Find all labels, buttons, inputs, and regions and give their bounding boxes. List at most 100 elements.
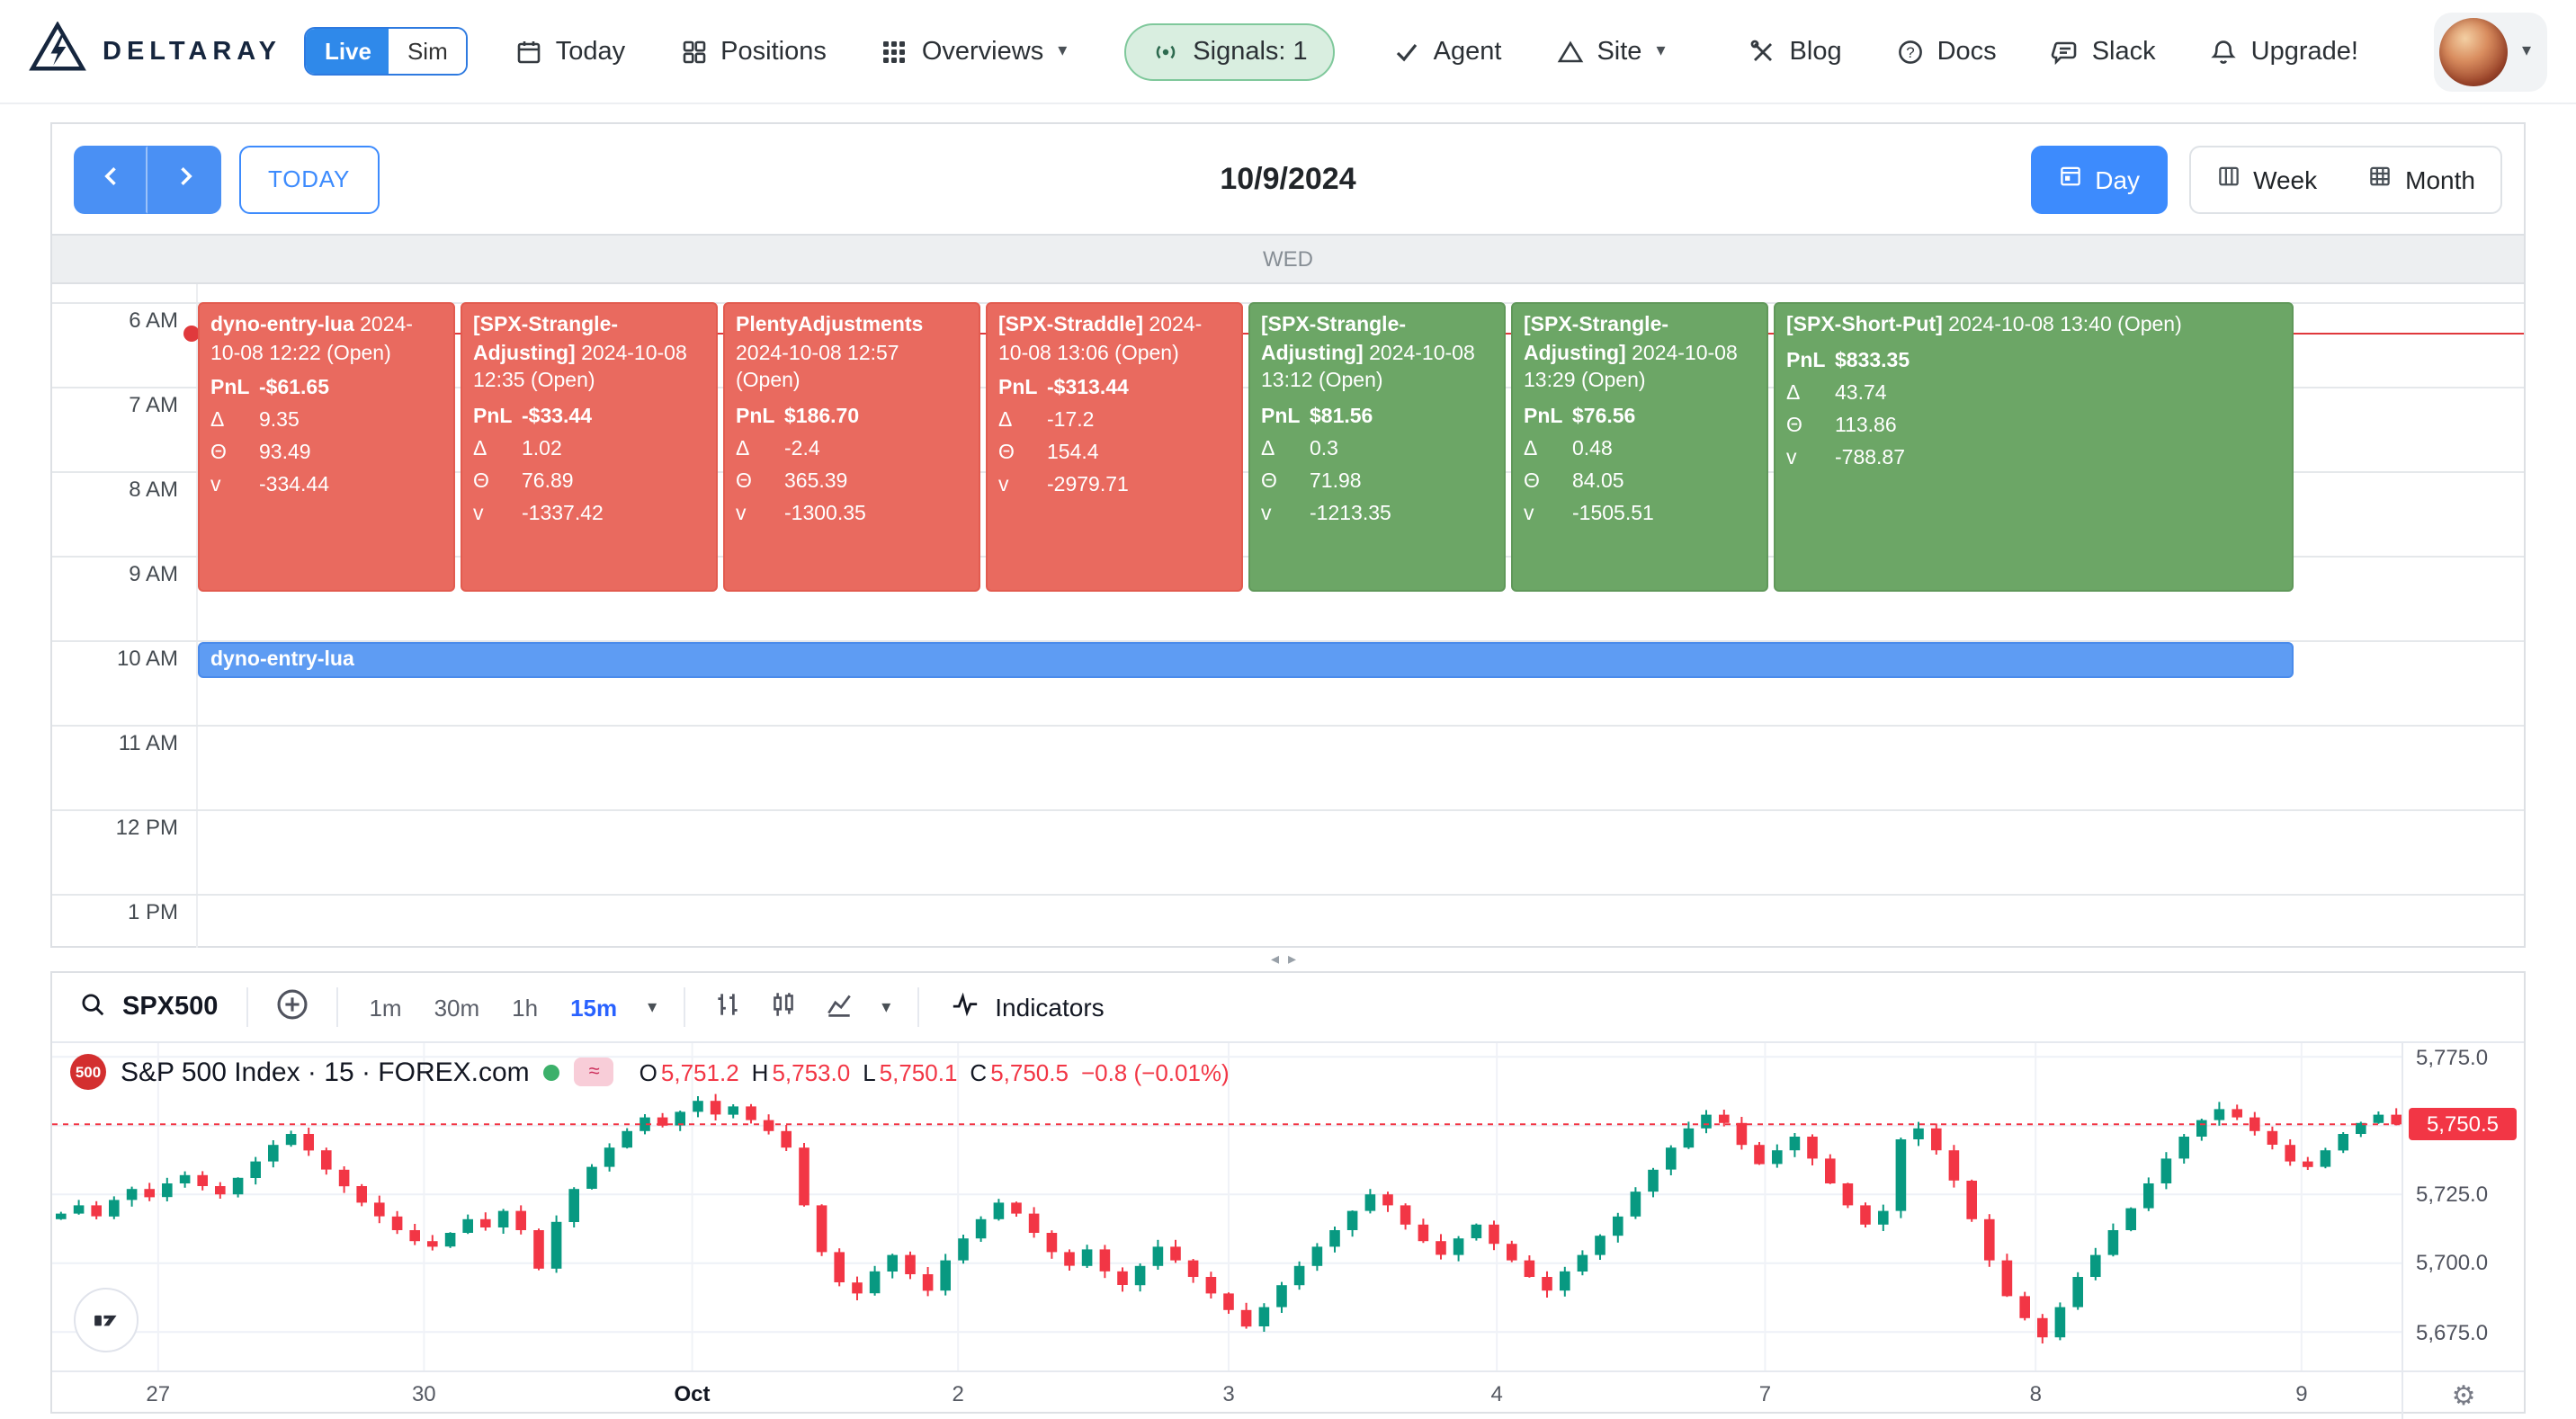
event-bar[interactable]: dyno-entry-lua bbox=[198, 642, 2294, 678]
nav-item-blog[interactable]: Blog bbox=[1749, 37, 1842, 66]
current-price-badge: 5,750.5 bbox=[2409, 1108, 2517, 1141]
calendar-panel: TODAY 10/9/2024 Day Week Month WED bbox=[50, 122, 2526, 948]
x-axis-label: Oct bbox=[674, 1381, 711, 1406]
toolbar-divider bbox=[336, 987, 339, 1027]
bar-style-button[interactable] bbox=[705, 986, 750, 1029]
calendar-time-grid[interactable]: dyno-entry-lua 6 AM 7 AM 8 AM 9 AM 10 AM 11 A… bbox=[52, 284, 2524, 948]
search-icon bbox=[79, 990, 106, 1024]
view-week-button[interactable]: Week bbox=[2188, 145, 2343, 213]
day-view-icon bbox=[2057, 164, 2082, 194]
time-label: 10 AM bbox=[116, 646, 178, 671]
calendar-scroll-control[interactable]: ◂▸ bbox=[0, 950, 2576, 969]
candlestick-plot[interactable]: 500 S&P 500 Index · 15 · FOREX.com ≈ O 5,… bbox=[52, 1043, 2402, 1370]
time-label: 6 AM bbox=[129, 308, 178, 333]
next-day-button[interactable] bbox=[148, 145, 221, 213]
tools-icon bbox=[1749, 37, 1777, 66]
calendar-nav-buttons bbox=[74, 145, 221, 213]
x-axis-label: 8 bbox=[2029, 1381, 2042, 1406]
indicators-button[interactable]: Indicators bbox=[939, 987, 1114, 1027]
month-view-icon bbox=[2367, 164, 2393, 194]
triangle-icon bbox=[1555, 37, 1584, 66]
event-card[interactable]: [SPX-Strangle-Adjusting] 2024-10-08 13:2… bbox=[1511, 302, 1768, 592]
candlestick-style-button[interactable] bbox=[761, 986, 806, 1029]
event-card[interactable]: PlentyAdjustments 2024-10-08 12:57 (Open… bbox=[723, 302, 980, 592]
chevron-down-icon: ▾ bbox=[648, 997, 657, 1017]
gear-icon[interactable]: ⚙ bbox=[2451, 1381, 2476, 1412]
chevron-down-icon: ▾ bbox=[1656, 41, 1666, 61]
symbol-badge: 500 bbox=[70, 1054, 106, 1090]
chevron-down-icon: ▾ bbox=[881, 997, 891, 1017]
x-axis-label: 7 bbox=[1758, 1381, 1772, 1406]
brand[interactable]: DELTARAY Live Sim bbox=[29, 21, 468, 81]
indicators-icon bbox=[950, 989, 980, 1025]
x-axis-label: 9 bbox=[2295, 1381, 2308, 1406]
delayed-data-badge: ≈ bbox=[574, 1058, 614, 1086]
grid-icon bbox=[881, 37, 909, 66]
sim-toggle-button[interactable]: Sim bbox=[389, 29, 466, 74]
event-card[interactable]: [SPX-Short-Put] 2024-10-08 13:40 (Open) P… bbox=[1774, 302, 2294, 592]
time-label: 12 PM bbox=[115, 815, 178, 840]
nav-item-positions[interactable]: Positions bbox=[679, 37, 827, 66]
chevron-down-icon: ▾ bbox=[2521, 41, 2531, 61]
timeframe-menu-button[interactable]: ▾ bbox=[639, 994, 664, 1021]
timeframe-1m-button[interactable]: 1m bbox=[358, 988, 412, 1026]
timeframe-15m-button[interactable]: 15m bbox=[559, 988, 628, 1026]
compare-add-button[interactable] bbox=[268, 984, 317, 1031]
toolbar-divider bbox=[917, 987, 920, 1027]
nav-item-today[interactable]: Today bbox=[514, 37, 625, 66]
time-axis-row: 27 30 Oct 2 3 4 7 8 9 ⚙ bbox=[52, 1370, 2524, 1419]
ohlc-bars-icon bbox=[712, 989, 743, 1025]
price-axis-label: 5,675.0 bbox=[2416, 1319, 2489, 1345]
today-button[interactable]: TODAY bbox=[239, 145, 380, 213]
calendar-icon bbox=[514, 37, 543, 66]
live-toggle-button[interactable]: Live bbox=[306, 29, 389, 74]
nav-item-slack[interactable]: Slack bbox=[2051, 37, 2156, 66]
axis-corner: ⚙ bbox=[2402, 1372, 2524, 1419]
style-menu-button[interactable]: ▾ bbox=[872, 994, 898, 1021]
hour-gridline bbox=[52, 894, 2524, 896]
view-day-button[interactable]: Day bbox=[2030, 145, 2168, 213]
ohlc-readout: O 5,751.2 H 5,753.0 L 5,750.1 C 5,750.5 −0.8… bbox=[639, 1058, 1230, 1085]
tradingview-logo[interactable] bbox=[74, 1288, 139, 1352]
event-card[interactable]: [SPX-Strangle-Adjusting] 2024-10-08 12:3… bbox=[461, 302, 718, 592]
timeframe-1h-button[interactable]: 1h bbox=[501, 988, 549, 1026]
chart-body: 500 S&P 500 Index · 15 · FOREX.com ≈ O 5,… bbox=[52, 1043, 2524, 1370]
event-card[interactable]: [SPX-Straddle] 2024-10-08 13:06 (Open) Pn… bbox=[986, 302, 1243, 592]
time-label: 7 AM bbox=[129, 392, 178, 417]
candlestick-canvas[interactable] bbox=[52, 1043, 2402, 1370]
svg-text:?: ? bbox=[1906, 43, 1914, 60]
nav-item-upgrade[interactable]: Upgrade! bbox=[2210, 37, 2358, 66]
chart-legend-title: S&P 500 Index · 15 · FOREX.com bbox=[121, 1057, 530, 1087]
event-card[interactable]: dyno-entry-lua 2024-10-08 12:22 (Open) Pn… bbox=[198, 302, 455, 592]
scroll-left-icon[interactable]: ◂ bbox=[1270, 950, 1288, 968]
deltaray-logo-icon bbox=[29, 21, 86, 81]
chart-panel: SPX500 1m 30m 1h 15m ▾ ▾ bbox=[50, 971, 2526, 1419]
time-axis[interactable]: 27 30 Oct 2 3 4 7 8 9 bbox=[52, 1372, 2402, 1419]
x-axis-label: 2 bbox=[952, 1381, 964, 1406]
timeframe-30m-button[interactable]: 30m bbox=[424, 988, 491, 1026]
nav-item-agent[interactable]: Agent bbox=[1392, 37, 1501, 66]
bell-icon bbox=[2210, 37, 2239, 66]
time-label: 1 PM bbox=[127, 899, 178, 924]
chart-legend[interactable]: 500 S&P 500 Index · 15 · FOREX.com ≈ O 5,… bbox=[70, 1054, 1242, 1090]
toolbar-divider bbox=[246, 987, 249, 1027]
price-axis[interactable]: 5,775.0 5,725.0 5,700.0 5,675.0 5,750.5 bbox=[2402, 1043, 2524, 1370]
account-menu[interactable]: ▾ bbox=[2433, 12, 2547, 91]
market-status-dot bbox=[543, 1064, 560, 1080]
nav-item-site[interactable]: Site ▾ bbox=[1555, 37, 1666, 66]
prev-day-button[interactable] bbox=[74, 145, 148, 213]
area-style-button[interactable] bbox=[817, 986, 862, 1029]
symbol-search-button[interactable]: SPX500 bbox=[70, 990, 227, 1024]
area-chart-icon bbox=[824, 989, 854, 1025]
toolbar-divider bbox=[684, 987, 686, 1027]
nav-item-overviews[interactable]: Overviews ▾ bbox=[881, 37, 1067, 66]
scroll-right-icon[interactable]: ▸ bbox=[1288, 950, 1306, 968]
price-axis-label: 5,700.0 bbox=[2416, 1250, 2489, 1276]
chart-toolbar: SPX500 1m 30m 1h 15m ▾ ▾ bbox=[52, 973, 2524, 1043]
view-month-button[interactable]: Month bbox=[2342, 145, 2502, 213]
chat-icon bbox=[2051, 37, 2080, 66]
event-card[interactable]: [SPX-Strangle-Adjusting] 2024-10-08 13:1… bbox=[1248, 302, 1506, 592]
nav-item-signals[interactable]: Signals: 1 bbox=[1124, 22, 1335, 80]
nav-item-docs[interactable]: ? Docs bbox=[1896, 37, 1997, 66]
